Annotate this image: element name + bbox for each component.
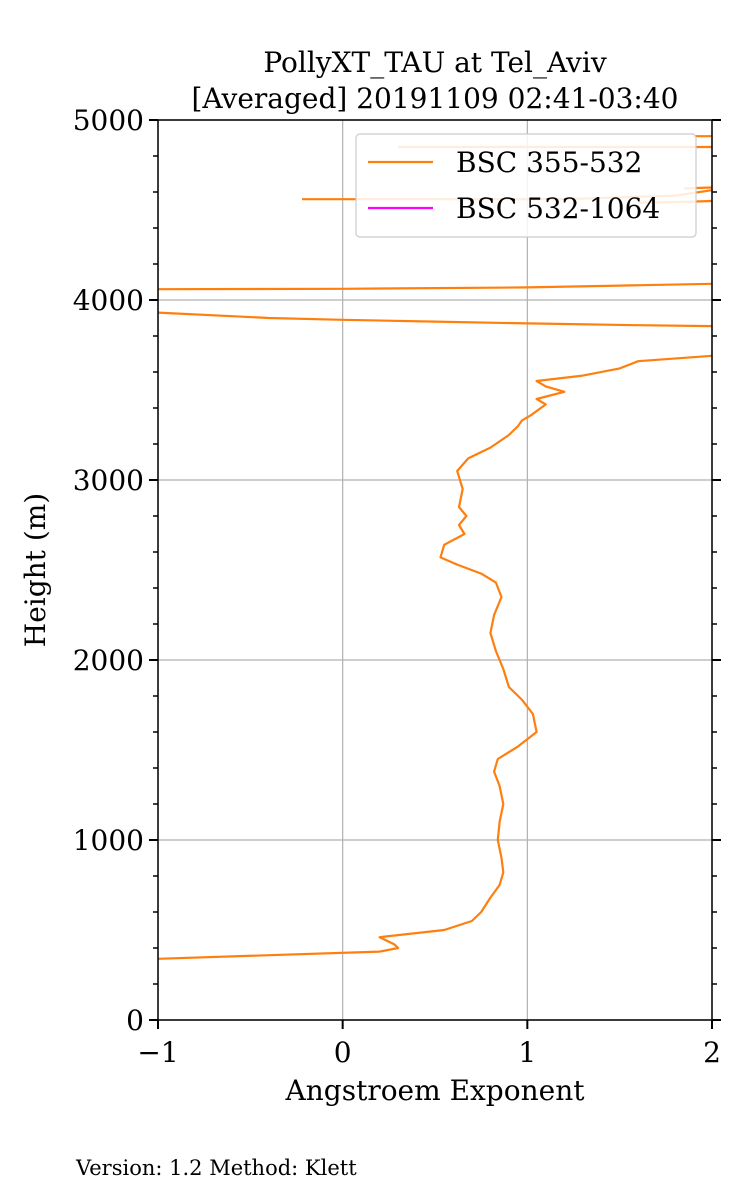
x-tick-label: 1 bbox=[518, 1036, 536, 1069]
legend: BSC 355-532 BSC 532-1064 bbox=[355, 133, 697, 238]
y-axis-label: Height (m) bbox=[19, 493, 52, 647]
y-tick-label: 4000 bbox=[73, 284, 144, 317]
legend-box bbox=[355, 133, 697, 238]
y-tick-label: 5000 bbox=[73, 104, 144, 137]
axis-ticks bbox=[149, 119, 721, 1029]
grid-lines bbox=[157, 119, 713, 1021]
x-tick-label: 0 bbox=[334, 1036, 352, 1069]
series-line-bsc-355-532 bbox=[158, 282, 712, 291]
y-tick-label: 2000 bbox=[73, 644, 144, 677]
x-axis-label: Angstroem Exponent bbox=[285, 1074, 586, 1107]
y-tick-label: 3000 bbox=[73, 464, 144, 497]
chart-subtitle: [Averaged] 20191109 02:41-03:40 bbox=[192, 82, 679, 115]
x-tick-label: −1 bbox=[137, 1036, 178, 1069]
legend-label-bsc-355-532: BSC 355-532 bbox=[456, 146, 642, 179]
y-tick-label: 1000 bbox=[73, 824, 144, 857]
plot-frame bbox=[157, 119, 713, 1021]
y-tick-label: 0 bbox=[126, 1004, 144, 1037]
series-group bbox=[158, 135, 712, 960]
chart-title: PollyXT_TAU at Tel_Aviv bbox=[263, 46, 606, 79]
series-line-bsc-355-532 bbox=[158, 354, 712, 960]
series-line-bsc-355-532 bbox=[158, 311, 712, 328]
x-tick-label: 2 bbox=[703, 1036, 721, 1069]
x-tick-labels: −1 0 1 2 bbox=[137, 1036, 721, 1069]
legend-label-bsc-532-1064: BSC 532-1064 bbox=[456, 192, 660, 225]
footer-version-method: Version: 1.2 Method: Klett bbox=[75, 1156, 357, 1180]
y-tick-labels: 0 1000 2000 3000 4000 5000 bbox=[73, 104, 144, 1037]
